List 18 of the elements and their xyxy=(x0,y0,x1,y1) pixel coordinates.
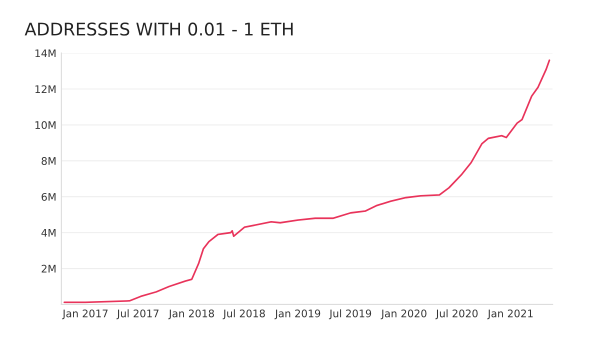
y-tick-label: 2M xyxy=(42,264,56,272)
x-tick-label: Jul 2017 xyxy=(116,309,159,320)
x-tick-label: Jan 2020 xyxy=(380,309,426,320)
chart-title: ADDRESSES WITH 0.01 - 1 ETH xyxy=(24,22,293,36)
x-tick-label: Jan 2021 xyxy=(487,309,533,320)
x-tick-label: Jul 2018 xyxy=(222,309,265,320)
x-tick-label: Jan 2018 xyxy=(168,309,214,320)
y-tick-label: 10M xyxy=(35,121,56,130)
x-tick-label: Jan 2017 xyxy=(62,309,108,320)
y-tick-label: 8M xyxy=(42,157,56,165)
y-tick-label: 14M xyxy=(35,49,56,58)
line-series xyxy=(63,59,550,304)
x-tick-label: Jan 2019 xyxy=(274,309,320,320)
y-tick-label: 6M xyxy=(42,192,56,201)
x-tick-label: Jul 2020 xyxy=(435,309,478,320)
y-tick-label: 4M xyxy=(41,228,56,237)
x-tick-label: Jul 2019 xyxy=(328,309,372,320)
y-tick-label: 12M xyxy=(35,85,56,93)
